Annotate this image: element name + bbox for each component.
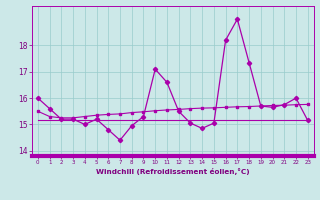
X-axis label: Windchill (Refroidissement éolien,°C): Windchill (Refroidissement éolien,°C) bbox=[96, 168, 250, 175]
